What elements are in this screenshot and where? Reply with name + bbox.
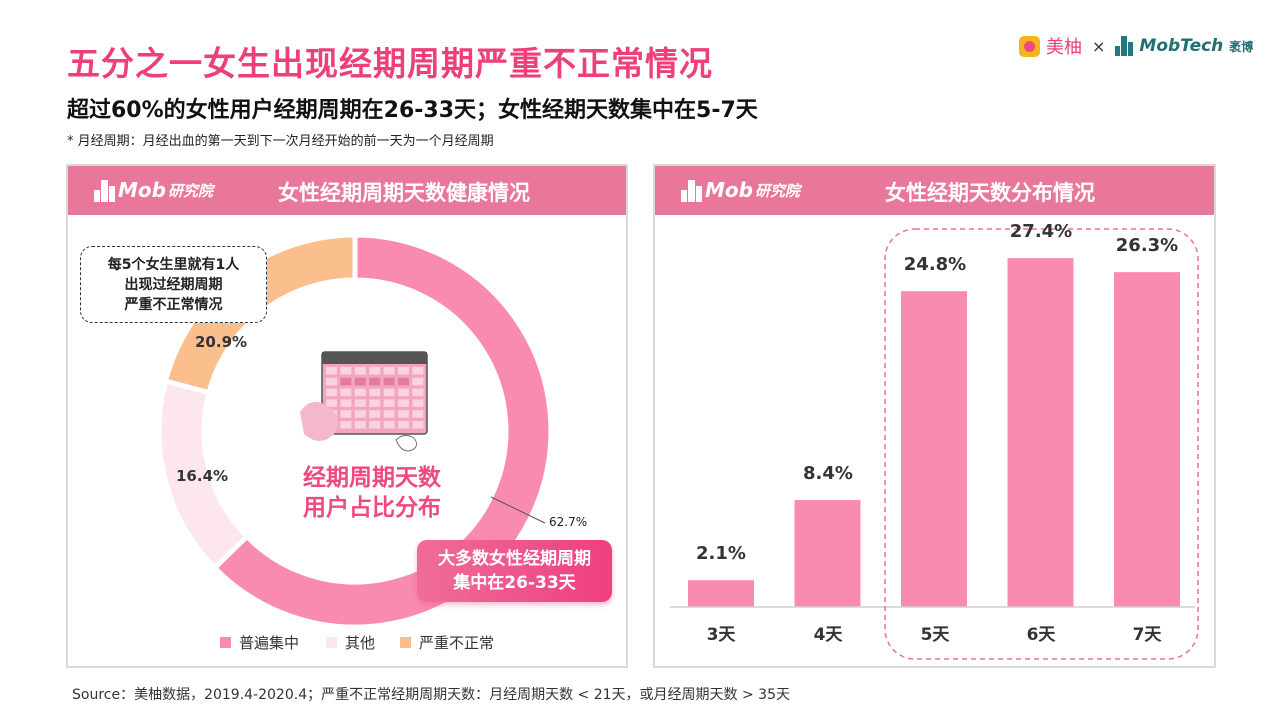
building-icon xyxy=(94,180,116,202)
calendar-cell xyxy=(326,388,337,397)
mobtech-brand: MobTech xyxy=(1139,36,1224,56)
calendar-cell xyxy=(383,377,395,386)
calendar-cell xyxy=(398,367,409,375)
mob-research-logo: Mob 研究院 xyxy=(94,178,213,202)
calendar-cell xyxy=(340,399,352,407)
bar-2 xyxy=(794,500,861,607)
bar-category-label: 3天 xyxy=(706,625,736,645)
bar-value-label: 27.4% xyxy=(1009,221,1073,243)
bar-category-label: 6天 xyxy=(1026,625,1056,645)
right-panel-title: 女性经期天数分布情况 xyxy=(885,181,1095,205)
left-panel-title: 女性经期周期天数健康情况 xyxy=(278,181,530,205)
bar-value-label: 2.1% xyxy=(696,543,746,565)
mob-research-logo: Mob 研究院 xyxy=(681,178,800,202)
page-title: 五分之一女生出现经期周期严重不正常情况 xyxy=(67,44,713,83)
donut-slice-normal xyxy=(211,232,554,630)
calendar-cell xyxy=(354,421,366,429)
other-pct-label: 16.4% xyxy=(176,467,229,485)
bar-1 xyxy=(688,580,754,607)
page-subtitle: 超过60%的女性用户经期周期在26-33天；女性经期天数集中在5-7天 xyxy=(67,98,758,123)
legend-item-other: 其他 xyxy=(326,632,375,653)
calendar-cell xyxy=(340,410,352,418)
calendar-cell xyxy=(398,377,409,386)
calendar-cell xyxy=(369,367,381,375)
brand-logos: 美柚 × MobTech 袤博 xyxy=(1019,33,1253,59)
bar-value-label: 8.4% xyxy=(803,463,853,485)
building-icon xyxy=(681,180,703,202)
source-note: Source：美柚数据，2019.4-2020.4；严重不正常经期周期天数：月经… xyxy=(72,687,790,703)
bar-4 xyxy=(1007,258,1074,607)
mobtech-logo-icon xyxy=(1115,36,1134,56)
leader-line xyxy=(490,496,546,524)
calendar-cell xyxy=(369,377,381,386)
calendar-cell xyxy=(369,410,381,418)
normal-pct-label: 62.7% xyxy=(549,515,588,529)
calendar-cell xyxy=(326,399,337,407)
calendar-cell xyxy=(340,377,352,386)
calendar-cell xyxy=(383,367,395,375)
calendar-cell xyxy=(354,410,366,418)
calendar-cell xyxy=(383,421,395,429)
calendar-cell xyxy=(383,388,395,397)
legend-swatch xyxy=(326,637,337,648)
bar-category-label: 5天 xyxy=(920,625,950,645)
calendar-cell xyxy=(398,421,409,429)
legend-item-normal: 普遍集中 xyxy=(220,632,299,653)
left-panel-header: Mob 研究院 女性经期周期天数健康情况 xyxy=(68,166,626,215)
bar-value-label: 24.8% xyxy=(903,254,967,276)
legend-swatch xyxy=(400,637,411,648)
calendar-cell xyxy=(354,399,366,407)
abnormal-callout: 每5个女生里就有1人 出现过经期周期 严重不正常情况 xyxy=(80,246,267,323)
calendar-cell xyxy=(398,388,409,397)
calendar-icon xyxy=(300,351,428,452)
calendar-cell xyxy=(354,388,366,397)
bar-category-label: 7天 xyxy=(1132,625,1162,645)
calendar-cell xyxy=(369,399,381,407)
donut-chart xyxy=(156,232,554,630)
brand-separator: × xyxy=(1092,36,1106,56)
calendar-cell xyxy=(412,421,424,429)
donut-center-label: 经期周期天数 用户占比分布 xyxy=(303,465,441,521)
calendar-cell xyxy=(412,399,424,407)
calendar-cell xyxy=(398,410,409,418)
calendar-cell xyxy=(383,410,395,418)
calendar-cell xyxy=(326,367,337,375)
calendar-cell xyxy=(369,388,381,397)
legend-swatch xyxy=(220,637,231,648)
meiyou-logo-icon xyxy=(1019,35,1040,57)
calendar-cell xyxy=(340,388,352,397)
abnormal-pct-label: 20.9% xyxy=(195,333,248,351)
definition-note: * 月经周期：月经出血的第一天到下一次月经开始的前一天为一个月经周期 xyxy=(67,134,494,149)
bar-category-label: 4天 xyxy=(813,625,843,645)
majority-highlight-box: 大多数女性经期周期 集中在26-33天 xyxy=(417,540,612,602)
calendar-cell xyxy=(354,367,366,375)
meiyou-brand: 美柚 xyxy=(1046,37,1082,58)
bar-3 xyxy=(901,291,967,607)
bar-chart xyxy=(688,258,1180,607)
bar-value-label: 26.3% xyxy=(1115,235,1179,257)
calendar-cell xyxy=(340,421,352,429)
calendar-cell xyxy=(398,399,409,407)
bar-5 xyxy=(1114,272,1180,607)
calendar-cell xyxy=(354,377,366,386)
mobtech-brand-cn: 袤博 xyxy=(1229,39,1254,54)
calendar-cell xyxy=(326,377,337,386)
legend-item-abnormal: 严重不正常 xyxy=(400,632,494,653)
calendar-cell xyxy=(383,399,395,407)
calendar-cell xyxy=(340,367,352,375)
right-panel-header: Mob 研究院 女性经期天数分布情况 xyxy=(655,166,1214,215)
calendar-cell xyxy=(412,377,424,386)
calendar-cell xyxy=(412,410,424,418)
calendar-cell xyxy=(412,388,424,397)
calendar-cell xyxy=(369,421,381,429)
calendar-cell xyxy=(412,367,424,375)
highlight-dashed-frame xyxy=(884,228,1199,660)
